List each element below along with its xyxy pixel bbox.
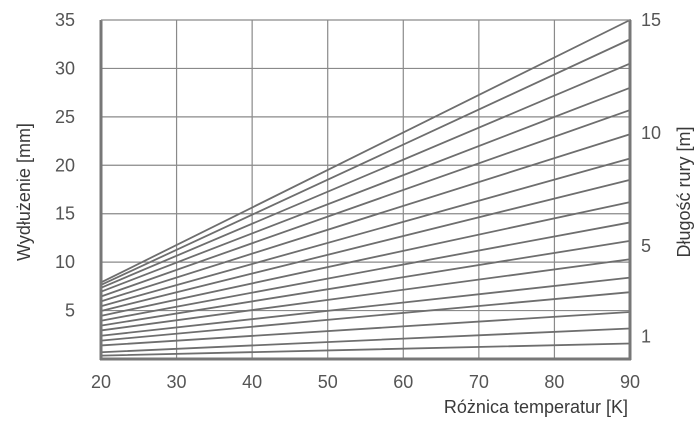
series-line bbox=[100, 239, 631, 327]
series-line bbox=[100, 291, 631, 342]
series-line bbox=[100, 178, 631, 312]
axes bbox=[99, 19, 632, 361]
series-lines bbox=[100, 19, 631, 357]
y2-tick-label: 10 bbox=[641, 123, 661, 143]
x-tick-label: 30 bbox=[167, 372, 187, 392]
y-tick-label: 5 bbox=[65, 301, 75, 321]
series-line bbox=[100, 276, 631, 337]
series-line bbox=[100, 133, 631, 303]
series-line bbox=[100, 38, 631, 286]
series-line bbox=[100, 221, 631, 322]
x-tick-label: 40 bbox=[242, 372, 262, 392]
series-line bbox=[100, 342, 631, 357]
series-line bbox=[100, 109, 631, 298]
y-tick-label: 25 bbox=[55, 107, 75, 127]
series-line bbox=[100, 62, 631, 289]
series-line bbox=[100, 258, 631, 332]
x-tick-label: 70 bbox=[469, 372, 489, 392]
y2-tick-label: 5 bbox=[641, 236, 651, 256]
y2-axis-title: Długość rury [m] bbox=[674, 126, 694, 257]
x-axis-title: Różnica temperatur [K] bbox=[444, 397, 628, 417]
y-tick-label: 15 bbox=[55, 204, 75, 224]
y-tick-label: 20 bbox=[55, 155, 75, 175]
x-tick-label: 60 bbox=[393, 372, 413, 392]
series-line bbox=[100, 201, 631, 317]
y2-tick-label: 15 bbox=[641, 10, 661, 30]
y-tick-label: 30 bbox=[55, 58, 75, 78]
y-tick-labels: 5 10 15 20 25 30 35 bbox=[55, 10, 75, 321]
x-tick-label: 90 bbox=[620, 372, 640, 392]
y-tick-label: 35 bbox=[55, 10, 75, 30]
series-line bbox=[100, 86, 631, 293]
y2-tick-label: 1 bbox=[641, 326, 651, 346]
x-tick-label: 20 bbox=[91, 372, 111, 392]
y-axis-title: Wydłużenie [mm] bbox=[14, 123, 34, 261]
series-line bbox=[100, 19, 631, 284]
x-tick-labels: 20 30 40 50 60 70 80 90 bbox=[91, 372, 640, 392]
series-line bbox=[100, 327, 631, 354]
x-tick-label: 80 bbox=[544, 372, 564, 392]
y-tick-label: 10 bbox=[55, 252, 75, 272]
x-tick-label: 50 bbox=[318, 372, 338, 392]
series-line bbox=[100, 157, 631, 308]
series-line bbox=[100, 311, 631, 347]
